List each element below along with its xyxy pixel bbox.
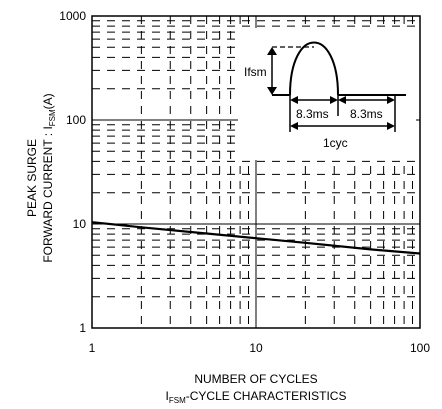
y-axis-title-line2: FORWARD CURRENT : IFSM(A) (41, 93, 57, 262)
ifsm-arrow-down-head (267, 87, 277, 95)
x-axis-title: NUMBER OF CYCLES (194, 372, 317, 386)
half-sine-pulse (289, 41, 339, 96)
cycle-arrow-right-head (387, 122, 395, 130)
y-axis-title-main: FORWARD CURRENT : I (41, 126, 55, 262)
y-axis-title-line1: PEAK SURGE (25, 139, 39, 217)
caption-main: I (166, 389, 169, 403)
cycle-arrow-left-head (290, 122, 298, 130)
surge-current-curve (91, 221, 421, 255)
x-tick-label: 10 (249, 341, 263, 355)
y-tick-label: 10 (73, 217, 87, 231)
cycle-label: 1cyc (323, 136, 348, 150)
y-axis-title-unit: (A) (41, 93, 55, 109)
half-period-arrow-1-left-head (290, 96, 298, 104)
y-tick-label: 1000 (59, 9, 86, 23)
half-period-arrow-1-right-head (330, 96, 338, 104)
y-tick-label: 100 (66, 113, 86, 127)
y-tick-labels: 1 10 100 1000 (59, 9, 86, 335)
x-tick-label: 1 (89, 341, 96, 355)
x-tick-labels: 1 10 100 (89, 341, 431, 355)
half-period-label-2: 8.3ms (350, 107, 383, 121)
plot-frame (91, 15, 421, 329)
caption-rest: -CYCLE CHARACTERISTICS (186, 389, 347, 403)
y-tick-label: 1 (79, 321, 86, 335)
x-tick-label: 100 (410, 341, 430, 355)
series-group (91, 221, 421, 255)
y-axis-title-sub: FSM (48, 109, 57, 126)
plot-border (91, 15, 421, 329)
y-axis-title: PEAK SURGE FORWARD CURRENT : IFSM(A) (25, 93, 57, 262)
ifsm-label: Ifsm (244, 65, 267, 79)
waveform-inset: Ifsm 8.3ms 8.3ms 1cyc (238, 28, 416, 160)
half-period-label-1: 8.3ms (296, 107, 329, 121)
chart-caption: IFSM-CYCLE CHARACTERISTICS (166, 389, 347, 405)
ifsm-arrow-up-head (267, 47, 277, 55)
half-period-arrow-2-left-head (338, 96, 346, 104)
half-period-arrow-2-right-head (387, 96, 395, 104)
caption-sub: FSM (169, 396, 186, 405)
